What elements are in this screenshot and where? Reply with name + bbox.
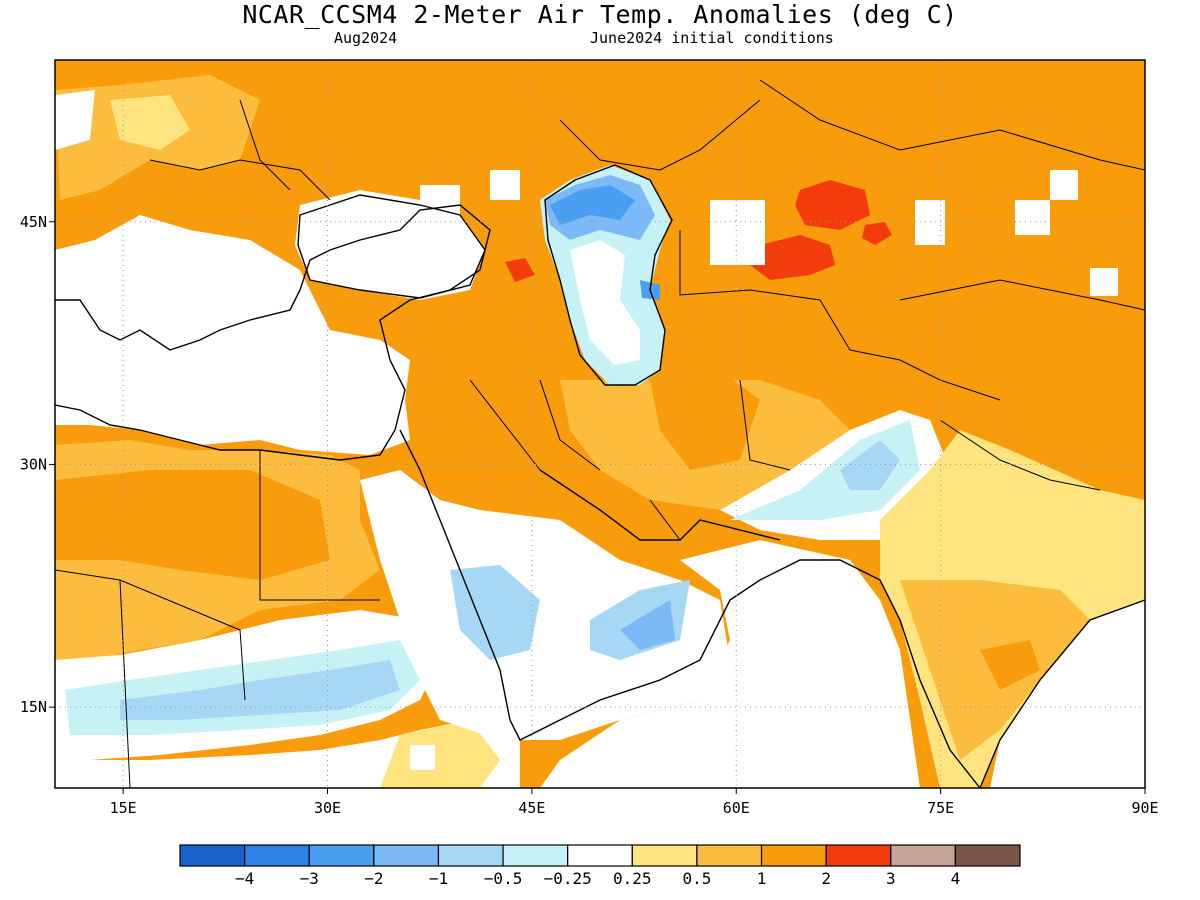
map-title: NCAR_CCSM4 2-Meter Air Temp. Anomalies (… bbox=[242, 0, 958, 29]
anomaly-iran-1-to-2 bbox=[650, 370, 760, 470]
anomaly-kazakhstan-2-to-3-south bbox=[750, 235, 835, 280]
anomaly-europe-0.25-to-0.5 bbox=[110, 95, 190, 150]
no-data-patch bbox=[490, 170, 520, 200]
anomaly-arabian-sea-neutral bbox=[540, 540, 920, 788]
anomaly-india-1-to-2 bbox=[980, 640, 1040, 690]
anomaly-europe-neutral bbox=[55, 90, 95, 150]
colorbar-swatch bbox=[696, 844, 763, 867]
lon-tick-label: 60E bbox=[723, 799, 750, 817]
valid-month-label: Aug2024 bbox=[334, 29, 398, 47]
colorbar-swatch bbox=[373, 844, 440, 867]
colorbar-swatch bbox=[567, 844, 633, 867]
init-conditions-label: June2024 initial conditions bbox=[590, 29, 834, 47]
anomaly-saharan-1-to-2 bbox=[55, 470, 330, 580]
anomaly-arabia-minus-1 bbox=[620, 600, 675, 650]
anomaly-neutral-mediterranean bbox=[55, 215, 410, 455]
lon-tick-label: 90E bbox=[1131, 799, 1158, 817]
colorbar-swatch bbox=[437, 844, 504, 867]
anomaly-arabia-minus-0.5-west bbox=[450, 565, 540, 660]
lat-tick-label: 45N bbox=[20, 213, 47, 231]
anomaly-kazakhstan-2-to-3-east bbox=[862, 222, 892, 245]
colorbar: −4 −3 −2 −1 −0.5 −0.25 0.25 0.5 1 2 3 4 bbox=[179, 844, 1021, 888]
no-data-patch bbox=[1015, 200, 1050, 235]
colorbar-swatch bbox=[179, 844, 246, 867]
lat-tick-label: 15N bbox=[20, 698, 47, 716]
colorbar-swatch bbox=[244, 844, 310, 867]
colorbar-label: −1 bbox=[429, 869, 448, 888]
colorbar-label: 2 bbox=[821, 869, 831, 888]
colorbar-label: −0.5 bbox=[484, 869, 523, 888]
colorbar-swatch bbox=[825, 844, 892, 867]
anomaly-kazakhstan-2-to-3-north bbox=[795, 180, 870, 230]
graticule bbox=[55, 60, 1145, 788]
colorbar-swatch bbox=[760, 844, 827, 867]
coastlines bbox=[55, 164, 1145, 788]
no-data-patch bbox=[410, 745, 435, 770]
anomaly-arabia-neutral bbox=[360, 470, 730, 740]
colorbar-swatch bbox=[954, 844, 1021, 867]
anomaly-caspian-minus-2 bbox=[550, 185, 635, 225]
lat-tick-label: 30N bbox=[20, 455, 47, 473]
anomaly-sahel-minus-0.5 bbox=[120, 660, 400, 720]
no-data-patch bbox=[1090, 268, 1118, 296]
anomaly-horn-0.25 bbox=[380, 720, 500, 788]
colorbar-label: −4 bbox=[235, 869, 254, 888]
colorbar-swatch bbox=[308, 844, 375, 867]
no-data-patch bbox=[1050, 170, 1078, 200]
anomaly-pakistan-minus-0.5 bbox=[840, 440, 900, 490]
axis-ticks: 15E 30E 45E 60E 75E 90E 45N 30N 15N bbox=[20, 213, 1159, 817]
anomaly-field bbox=[55, 60, 1145, 788]
map-frame bbox=[54, 59, 1146, 789]
colorbar-label: −3 bbox=[300, 869, 319, 888]
colorbar-label: 0.5 bbox=[682, 869, 711, 888]
country-borders bbox=[55, 79, 1145, 788]
lon-tick-label: 15E bbox=[110, 799, 137, 817]
colorbar-label: 3 bbox=[886, 869, 896, 888]
colorbar-label: −2 bbox=[364, 869, 383, 888]
no-data-patch bbox=[710, 200, 765, 265]
colorbar-swatch bbox=[631, 844, 698, 867]
lon-tick-label: 45E bbox=[518, 799, 545, 817]
lon-tick-label: 30E bbox=[314, 799, 341, 817]
colorbar-label: −0.25 bbox=[544, 869, 592, 888]
anomaly-neutral-black-sea bbox=[295, 190, 485, 300]
colorbar-swatch bbox=[502, 844, 569, 867]
no-data-patch bbox=[915, 200, 945, 245]
anomaly-bay-of-bengal-neutral bbox=[990, 600, 1145, 788]
colorbar-swatch bbox=[890, 844, 956, 867]
anomaly-caspian-neutral bbox=[570, 240, 640, 365]
lon-tick-label: 75E bbox=[927, 799, 954, 817]
colorbar-label: 4 bbox=[951, 869, 961, 888]
anomaly-pakistan-minus-0.25 bbox=[730, 420, 920, 520]
colorbar-label: 1 bbox=[757, 869, 767, 888]
anomaly-caucasus-2-to-3 bbox=[505, 258, 535, 282]
colorbar-label: 0.25 bbox=[613, 869, 652, 888]
